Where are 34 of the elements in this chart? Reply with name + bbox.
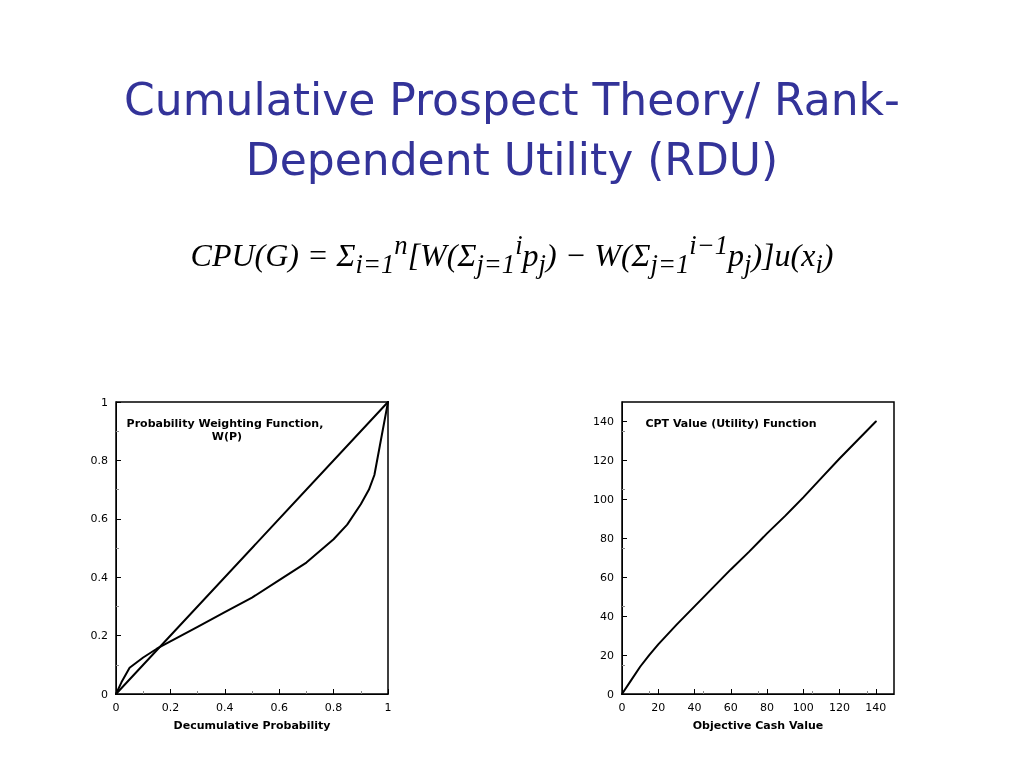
y-tick-label: 0.4: [90, 570, 108, 584]
y-tick-label: 80: [600, 531, 614, 545]
x-tick-label: 20: [651, 701, 666, 714]
y-tick-label: 20: [600, 648, 614, 662]
x-tick-label: 0: [618, 701, 626, 714]
text: CPT Value (Utility) Function: [645, 417, 817, 430]
x-tick-label: 60: [723, 701, 738, 714]
y-tick-label: 140: [593, 414, 614, 428]
y-tick-label: 100: [593, 492, 614, 506]
x-tick-label: 0.4: [216, 701, 234, 714]
x-tick-label: 1: [384, 701, 392, 714]
y-tick-label: 0: [607, 687, 614, 701]
y-tick-label: 0.2: [90, 629, 108, 643]
y-tick-label: 0.6: [90, 512, 108, 526]
x-tick-label: 0.8: [324, 701, 343, 714]
x-tick-label: 140: [865, 701, 887, 714]
x-axis-title: Decumulative Probability: [173, 719, 331, 732]
x-tick-label: 120: [829, 701, 851, 714]
y-tick-label: 40: [600, 609, 614, 623]
x-tick-label: 40: [687, 701, 702, 714]
x-tick-label: 0.6: [270, 701, 288, 714]
text: Cumulative Prospect Theory/ Rank-Dependent Utility (RDU): [123, 73, 901, 187]
text: Probability Weighting Function, W(P): [126, 417, 324, 443]
x-axis-title: Objective Cash Value: [692, 719, 824, 732]
x-tick-label: 80: [760, 701, 775, 714]
x-tick-label: 0: [112, 701, 120, 714]
y-tick-label: 60: [600, 570, 614, 584]
x-tick-label: 100: [792, 701, 814, 714]
y-tick-label: 1: [101, 395, 108, 409]
text: CPU(G) = Σ$_{i=1}$$^{n}$[W(Σ$_{j=1}$$^{i}$p$_{j}$) − W(Σ$_{j=1}$$^{i−1}$p$_{j}$)]u(x$_{i}$): [190, 230, 834, 280]
y-tick-label: 120: [593, 453, 614, 467]
x-tick-label: 0.2: [161, 701, 180, 714]
y-tick-label: 0.8: [90, 453, 108, 467]
y-tick-label: 0: [101, 687, 108, 701]
